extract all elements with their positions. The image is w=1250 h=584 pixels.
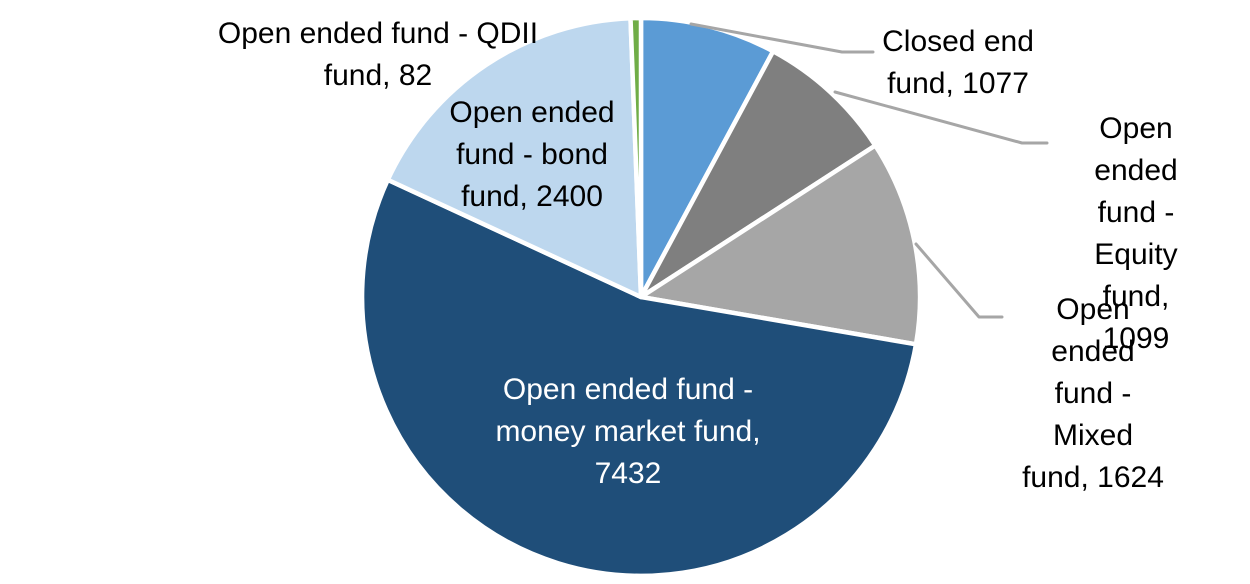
- pie-slice-open-ended-fund-equity-fund: [638, 49, 878, 300]
- leader-line-equity-fund: [833, 90, 1049, 145]
- leader-line-closed-end-fund: [689, 22, 875, 54]
- pie-slice-open-ended-fund-bond-fund: [385, 15, 644, 300]
- pie-slice-open-ended-fund-money-market-fund: [359, 177, 919, 579]
- leader-line-mixed-fund: [914, 242, 1004, 319]
- pie-slice-open-ended-fund-qdii-fund: [628, 15, 644, 300]
- pie-slice-open-ended-fund-mixed-fund: [638, 143, 923, 347]
